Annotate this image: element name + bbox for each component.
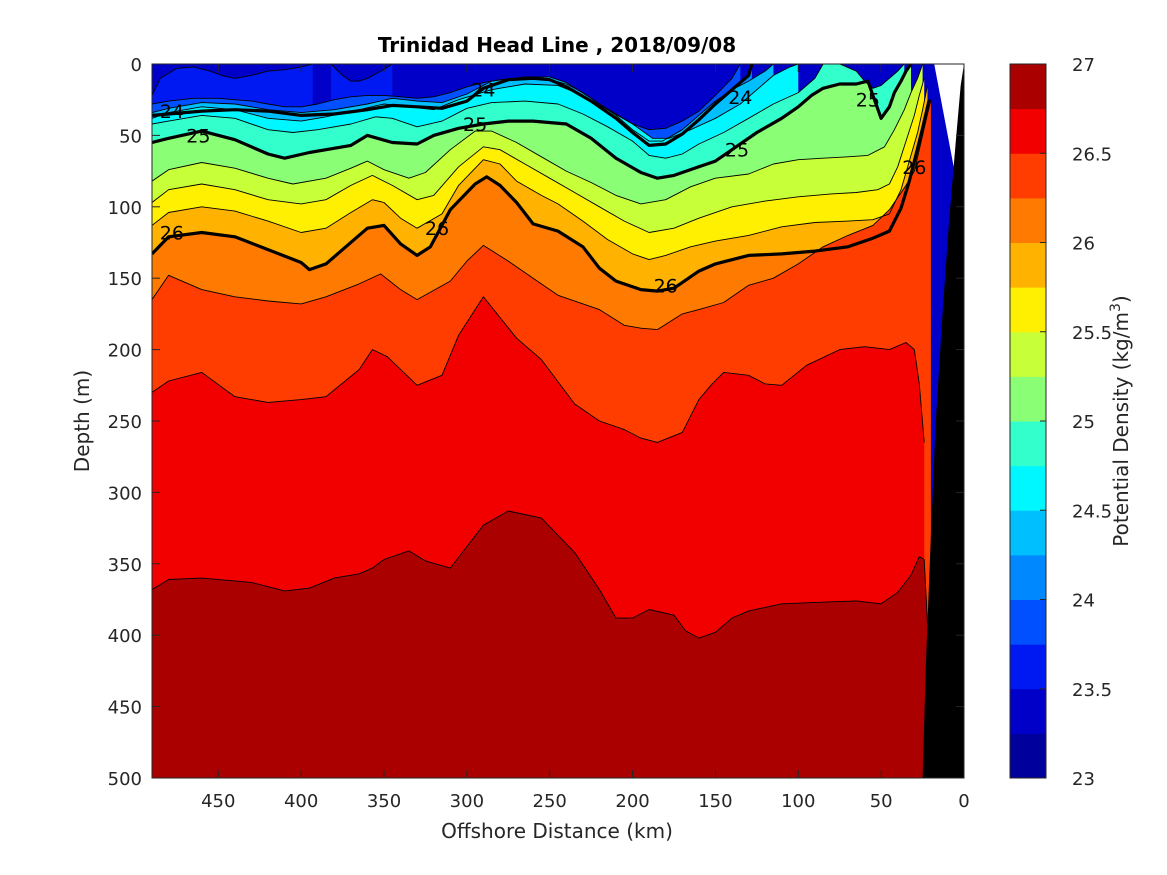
colorbar-segment (1010, 197, 1046, 244)
contour-label: 25 (463, 114, 487, 136)
isopycnal-23-5 (330, 64, 393, 82)
colorbar-segment (1010, 64, 1046, 110)
colorbar-segment (1010, 242, 1046, 288)
isopycnal-24-25 (152, 64, 774, 142)
isopycnal-24 (152, 64, 754, 147)
colorbar-tick-label: 24.5 (1072, 501, 1112, 522)
colorbar-segment (1010, 421, 1046, 467)
x-tick-label: 450 (201, 791, 235, 812)
y-tick-label: 250 (108, 412, 142, 433)
contour-label: 26 (160, 223, 184, 245)
colorbar-label-superscript: 3 (1108, 303, 1124, 312)
isopycnal-26-75 (152, 510, 928, 639)
x-tick-label: 0 (958, 791, 969, 812)
isopycnal-23-5 (152, 64, 313, 96)
no-data-region (934, 64, 964, 222)
chart-title: Trinidad Head Line , 2018/09/08 (378, 33, 736, 57)
contour-label: 24 (160, 101, 184, 123)
seafloor (922, 64, 964, 778)
x-tick-label: 250 (533, 791, 567, 812)
contour-label: 26 (654, 275, 678, 297)
isopycnal-25-5 (152, 78, 925, 233)
colorbar-tick-label: 26 (1072, 234, 1095, 255)
colorbar-segment (1010, 331, 1046, 377)
y-tick-label: 150 (108, 269, 142, 290)
y-tick-label: 350 (108, 555, 142, 576)
isopycnal-26 (152, 99, 931, 293)
isopycnal-23-75 (152, 64, 741, 131)
isopycnal-24-5 (152, 64, 799, 139)
isopycnal-24-75 (152, 64, 905, 159)
colorbar-segment (1010, 733, 1046, 779)
colorbar-segment (1010, 688, 1046, 734)
y-axis-label: Depth (m) (70, 370, 94, 472)
x-tick-label: 350 (367, 791, 401, 812)
y-tick-label: 200 (108, 341, 142, 362)
x-tick-label: 150 (698, 791, 732, 812)
y-tick-label: 400 (108, 626, 142, 647)
contour-label: 26 (425, 218, 449, 240)
colorbar-segment (1010, 153, 1046, 199)
contour-label: 26 (902, 157, 926, 179)
seafloor-base (922, 606, 964, 778)
isopycnal-25-25 (152, 64, 924, 205)
density-fills (152, 64, 931, 778)
colorbar-tick-label: 23 (1072, 769, 1095, 790)
colorbar-ticks: 23 23.5 24 24.5 25 25.5 26 26.5 27 (1040, 55, 1112, 790)
contour-label: 24 (728, 87, 752, 109)
x-tick-label: 300 (450, 791, 484, 812)
colorbar-segment (1010, 465, 1046, 511)
isopycnal-26-25 (152, 99, 932, 331)
colorbar-label-end: ) (1109, 295, 1133, 303)
colorbar-tick-label: 24 (1072, 591, 1095, 612)
contour-label: 25 (186, 125, 210, 147)
colorbar-segment (1010, 554, 1046, 601)
y-tick-label: 0 (131, 55, 142, 76)
y-tick-label: 100 (108, 198, 142, 219)
x-tick-label: 200 (615, 791, 649, 812)
y-tick-label: 450 (108, 698, 142, 719)
x-tick-label: 100 (781, 791, 815, 812)
colorbar-tick-label: 25.5 (1072, 323, 1112, 344)
contour-label: 24 (471, 80, 495, 102)
isopycnal-25 (152, 64, 913, 180)
contour-label: 25 (856, 90, 880, 112)
x-tick-label: 400 (284, 791, 318, 812)
colorbar-tick-label: 26.5 (1072, 144, 1112, 165)
isopycnal-25-75 (152, 85, 928, 261)
seafloor-mask (922, 64, 964, 778)
y-tick-label: 300 (108, 483, 142, 504)
colorbar-segment (1010, 599, 1046, 645)
x-axis-label: Offshore Distance (km) (441, 819, 673, 843)
colorbar-tick-label: 27 (1072, 55, 1095, 76)
x-tick-label: 50 (870, 791, 893, 812)
density-band-26-75 (152, 511, 928, 778)
contour-plot (152, 64, 964, 778)
isopycnal-lines (152, 64, 932, 639)
colorbar (1009, 63, 1047, 779)
colorbar-tick-label: 25 (1072, 412, 1095, 433)
colorbar-segment (1010, 287, 1046, 333)
x-axis-ticks: 450 400 350 300 250 200 150 100 50 0 (201, 64, 970, 812)
colorbar-label: Potential Density (kg/m3) (1108, 295, 1133, 546)
colorbar-segment (1010, 510, 1046, 556)
colorbar-segment (1010, 644, 1046, 690)
colorbar-segment (1010, 108, 1046, 154)
colorbar-segment (1010, 376, 1046, 422)
colorbar-tick-label: 23.5 (1072, 680, 1112, 701)
y-axis-ticks: 0 50 100 150 200 250 300 350 400 450 500 (108, 55, 964, 790)
isopycnal-26-5 (152, 296, 925, 443)
contour-label: 25 (725, 140, 749, 162)
y-tick-label: 500 (108, 769, 142, 790)
y-tick-label: 50 (119, 126, 142, 147)
